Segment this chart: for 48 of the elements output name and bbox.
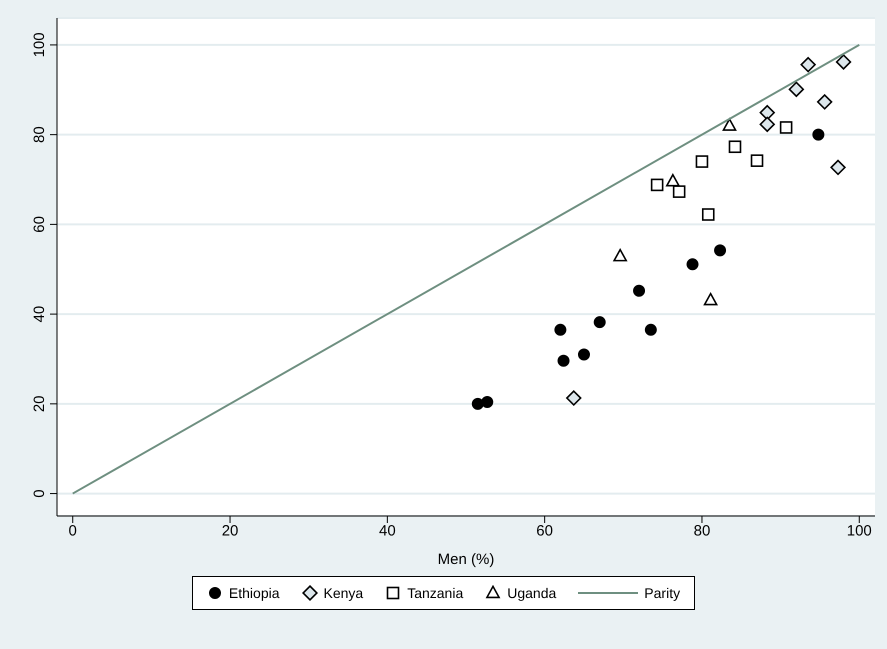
point (780, 121, 792, 134)
x-tick-label: 20 (222, 522, 238, 540)
point (714, 244, 726, 256)
point (812, 128, 824, 141)
point (702, 208, 715, 221)
x-tick-label: 100 (846, 522, 872, 540)
point (472, 398, 484, 410)
point (760, 116, 775, 132)
x-tick-label: 0 (68, 522, 77, 540)
legend-label: Tanzania (407, 585, 464, 601)
point (594, 316, 606, 328)
x-tick-label: 60 (536, 522, 553, 540)
y-tick-label: 20 (31, 395, 48, 412)
point (613, 248, 628, 262)
point (554, 324, 566, 336)
point (696, 155, 708, 168)
point (704, 292, 718, 306)
y-tick-label: 0 (31, 489, 48, 498)
point (666, 174, 680, 187)
point (650, 178, 664, 192)
legend-label: Ethiopia (228, 585, 280, 601)
y-tick-label: 100 (31, 32, 48, 58)
point (816, 94, 832, 110)
point (633, 284, 646, 297)
point (481, 396, 494, 408)
point (578, 348, 590, 360)
point (800, 56, 816, 72)
legend-label: Parity (644, 585, 680, 601)
point (686, 258, 699, 270)
x-tick-label: 40 (379, 522, 396, 540)
point (830, 160, 846, 176)
point (722, 118, 736, 131)
x-tick-label: 80 (694, 522, 710, 540)
legend-label: Kenya (324, 585, 364, 601)
point (760, 104, 775, 120)
y-tick-label: 80 (31, 126, 48, 143)
x-axis-title: Men (%) (438, 551, 494, 568)
y-tick-label: 60 (31, 216, 48, 233)
point (750, 154, 764, 167)
point (836, 54, 852, 70)
point (788, 82, 804, 98)
y-tick-label: 40 (31, 306, 48, 322)
point (728, 140, 742, 154)
point (672, 185, 686, 198)
point (558, 354, 570, 367)
point (566, 390, 582, 406)
point (644, 324, 657, 336)
legend-label: Uganda (507, 585, 556, 601)
